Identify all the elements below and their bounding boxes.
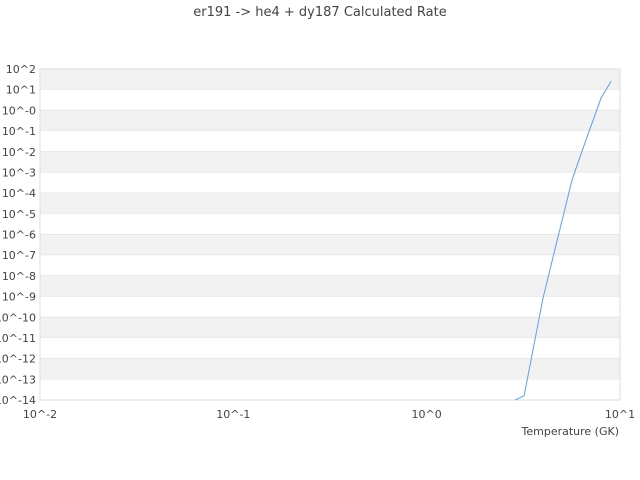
y-tick-label: 10^2 (6, 63, 36, 76)
grid-band (40, 337, 620, 359)
y-tick-label: 10^-4 (2, 187, 36, 200)
y-tick-label: 10^-13 (0, 373, 36, 386)
y-tick-label: 10^-9 (2, 291, 36, 304)
grid-band (40, 275, 620, 297)
y-tick-label: 10^-7 (2, 249, 36, 262)
grid-band (40, 213, 620, 235)
y-tick-label: 10^-10 (0, 311, 36, 324)
grid-band (40, 255, 620, 276)
plot-border (39, 68, 621, 401)
x-tick-label: 10^1 (605, 408, 635, 421)
x-tick-label: 10^-1 (216, 408, 250, 421)
y-tick-label: 10^-6 (2, 229, 36, 242)
y-tick-label: 10^1 (6, 84, 36, 97)
grid-band (40, 69, 620, 90)
y-tick-label: 10^-1 (2, 125, 36, 138)
grid-band (40, 193, 620, 214)
grid-band (40, 358, 620, 380)
y-tick-label: 10^-2 (2, 146, 36, 159)
grid-band (40, 172, 620, 194)
y-tick-label: 10^-11 (0, 332, 36, 345)
y-tick-label: 10^-5 (2, 208, 36, 221)
y-tick-label: 10^-14 (0, 394, 36, 407)
grid-band (40, 151, 620, 173)
grid-band (40, 379, 620, 400)
chart-title: er191 -> he4 + dy187 Calculated Rate (193, 5, 446, 20)
grid-band (40, 317, 620, 338)
grid-band (40, 131, 620, 152)
grid-band (40, 89, 620, 111)
y-tick-label: 10^-3 (2, 166, 36, 179)
y-tick-label: 10^-12 (0, 353, 36, 366)
grid-band (40, 110, 620, 132)
grid-band (40, 234, 620, 256)
grid-band (40, 296, 620, 318)
y-tick-label: 10^-8 (2, 270, 36, 283)
rate-line (514, 80, 612, 401)
x-tick-label: 10^0 (412, 408, 442, 421)
y-tick-label: 10^-0 (2, 104, 36, 117)
x-tick-label: 10^-2 (23, 408, 57, 421)
x-axis-label: Temperature (GK) (521, 425, 620, 438)
